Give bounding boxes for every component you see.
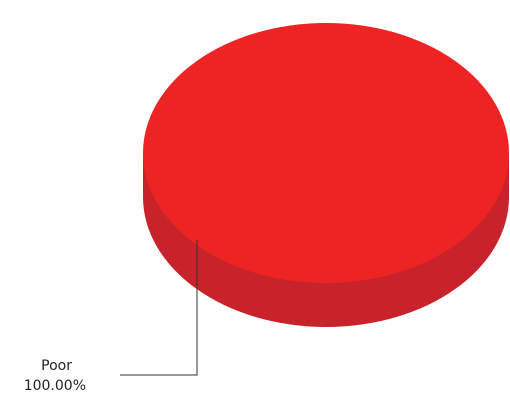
pie-slice-poor xyxy=(143,23,509,283)
pie-group xyxy=(143,23,509,327)
label-group: Poor 100.00% xyxy=(24,240,198,394)
slice-value-label: 100.00% xyxy=(24,378,86,394)
slice-label: Poor xyxy=(41,358,72,374)
leader-line xyxy=(120,240,198,376)
